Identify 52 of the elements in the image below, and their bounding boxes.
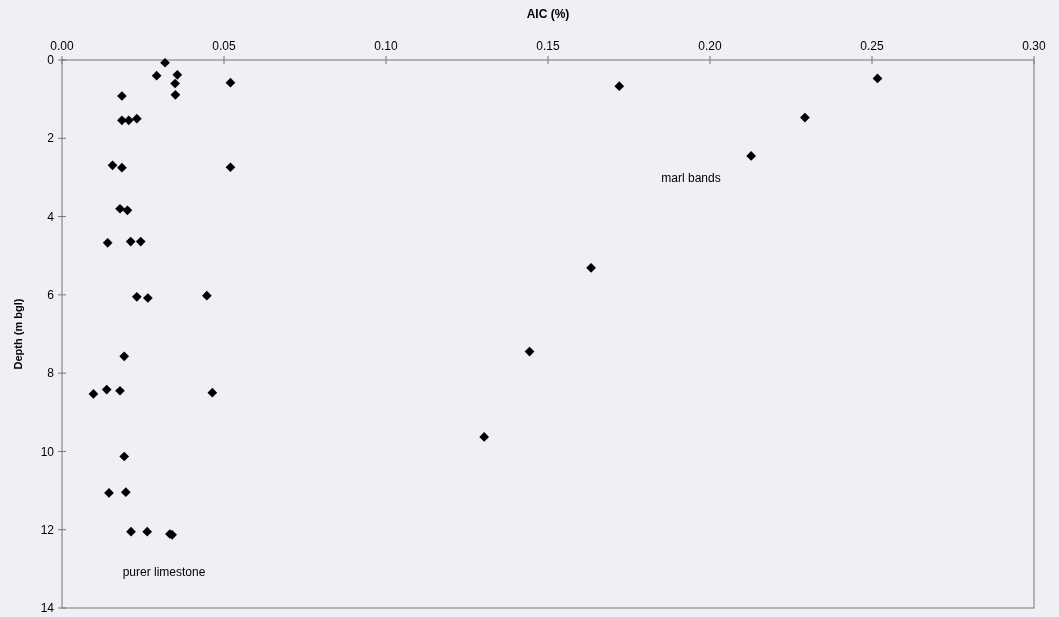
- point: [479, 432, 490, 442]
- point: [800, 112, 810, 123]
- point: [88, 389, 99, 399]
- point: [126, 526, 136, 537]
- y-tick-label: 12: [40, 522, 55, 537]
- point: [120, 487, 131, 497]
- x-tick-label: 0.10: [374, 39, 398, 53]
- point: [170, 78, 180, 89]
- x-tick-label: 0.20: [698, 39, 722, 53]
- point: [115, 385, 125, 396]
- point: [143, 293, 153, 303]
- point: [614, 81, 625, 92]
- point: [151, 70, 162, 81]
- x-tick-label: 0.00: [50, 39, 74, 53]
- y-tick-label: 8: [47, 366, 55, 381]
- point: [201, 290, 212, 301]
- point: [122, 205, 133, 216]
- point: [142, 526, 153, 537]
- annotation: marl bands: [661, 171, 721, 185]
- y-axis-title: Depth (m bgl): [12, 298, 24, 370]
- x-tick-label: 0.05: [212, 39, 236, 53]
- point: [101, 384, 112, 395]
- point: [125, 236, 136, 247]
- x-axis-title: AIC (%): [526, 7, 570, 21]
- x-tick-label: 0.25: [860, 39, 884, 53]
- point: [225, 77, 236, 88]
- y-tick-label: 4: [47, 209, 55, 224]
- point: [117, 162, 127, 173]
- point: [586, 263, 596, 273]
- y-tick-label: 14: [40, 601, 55, 616]
- point: [225, 162, 236, 173]
- point: [131, 291, 142, 302]
- point: [119, 451, 130, 462]
- y-tick-label: 2: [47, 131, 55, 146]
- point: [746, 151, 756, 161]
- point: [107, 160, 118, 171]
- point: [115, 203, 125, 214]
- y-tick-label: 6: [47, 288, 55, 303]
- x-tick-label: 0.15: [536, 39, 560, 53]
- point: [119, 351, 130, 362]
- point: [131, 113, 142, 124]
- x-tick-label: 0.30: [1022, 39, 1046, 53]
- y-tick-label: 10: [40, 444, 55, 459]
- point: [172, 70, 183, 80]
- point: [135, 236, 146, 247]
- point: [170, 89, 181, 100]
- point: [102, 237, 113, 248]
- point: [160, 57, 170, 68]
- y-tick-label: 0: [47, 53, 55, 68]
- point: [117, 115, 127, 126]
- point: [207, 387, 218, 398]
- annotation: purer limestone: [122, 565, 206, 579]
